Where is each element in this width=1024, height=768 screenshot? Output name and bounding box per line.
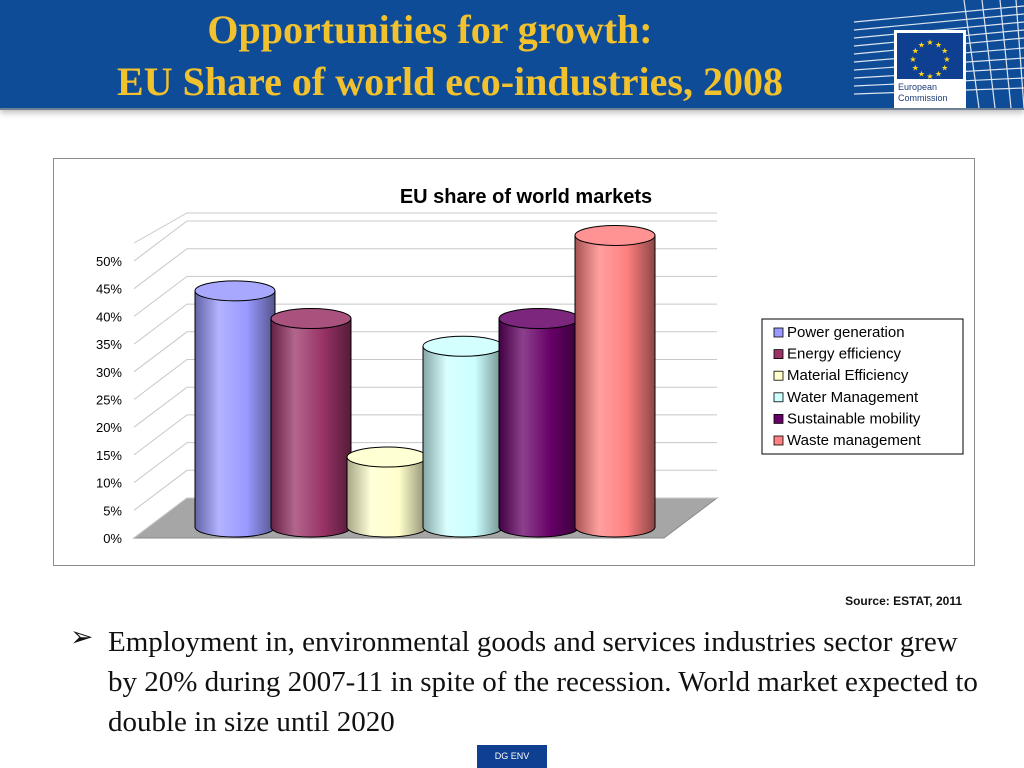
svg-text:★: ★ (941, 47, 948, 56)
eu-stars-icon: ★ ★★ ★★★ ★★★ ★★★ (909, 38, 950, 81)
bar-body (270, 318, 352, 538)
logo-text-line2: Commission (898, 93, 948, 103)
page-title-line2: EU Share of world eco-industries, 2008 (117, 59, 783, 104)
y-tick-label: 40% (96, 309, 122, 324)
legend-swatch (773, 370, 784, 381)
bar-top (498, 308, 580, 330)
bar-chart: EU share of world markets 0% 5% 10% 15% 20% 2… (96, 186, 964, 546)
legend-swatch (773, 435, 784, 446)
source-note: Source: ESTAT, 2011 (845, 594, 962, 608)
legend-swatch (773, 392, 784, 403)
y-tick-label: 35% (96, 337, 122, 352)
y-tick-label: 0% (103, 531, 122, 546)
bar-body (194, 290, 276, 538)
legend-swatch (773, 349, 784, 360)
legend-label: Power generation (787, 324, 905, 341)
bar-1 (194, 280, 276, 538)
legend-label: Sustainable mobility (787, 410, 921, 427)
bar-top (194, 280, 276, 302)
y-tick-label: 15% (96, 448, 122, 463)
chart-container: EU share of world markets 0% 5% 10% 15% 20% 2… (53, 158, 975, 566)
bar-5 (498, 308, 580, 538)
bar-top (574, 224, 656, 246)
header-banner: Opportunities for growth: EU Share of wo… (0, 0, 1024, 110)
bar-body (574, 234, 656, 538)
gridline (133, 303, 717, 345)
bar-6 (574, 224, 656, 538)
bar-top (346, 446, 428, 468)
european-commission-logo: ★ ★ ★ ★ ★ ★ ★ ★ ★ ★ ★ ★ European Commission (894, 30, 966, 108)
bar-2 (270, 308, 352, 538)
svg-text:★: ★ (912, 47, 919, 56)
gridline (133, 212, 717, 244)
y-tick-label: 20% (96, 420, 122, 435)
bullet-arrow-icon: ➢ (70, 621, 94, 652)
bar-top (422, 335, 504, 357)
bar-4 (422, 335, 504, 538)
y-tick-label: 10% (96, 476, 122, 491)
bar-body (498, 318, 580, 538)
svg-text:★: ★ (926, 38, 933, 47)
y-tick-label: 25% (96, 393, 122, 408)
bar-top (270, 308, 352, 330)
legend-label: Energy efficiency (787, 346, 901, 363)
gridline (133, 220, 717, 262)
bar-body (422, 345, 504, 538)
legend-label: Material Efficiency (787, 367, 909, 384)
svg-text:★: ★ (918, 70, 925, 79)
bar-3 (346, 446, 428, 538)
svg-text:★: ★ (926, 72, 933, 79)
svg-text:★: ★ (935, 40, 942, 49)
chart-title: EU share of world markets (400, 186, 652, 208)
svg-text:★: ★ (912, 64, 919, 73)
legend-label: Water Management (787, 389, 919, 406)
bullet-text: Employment in, environmental goods and s… (108, 626, 978, 738)
svg-text:★: ★ (943, 55, 950, 64)
legend-box (761, 318, 964, 455)
y-tick-label: 50% (96, 254, 122, 269)
bar-body (346, 456, 428, 538)
svg-text:★: ★ (941, 64, 948, 73)
page-title-line1: Opportunities for growth: (207, 7, 653, 52)
eu-flag-icon: ★ ★ ★ ★ ★ ★ ★ ★ ★ ★ ★ ★ (897, 33, 963, 81)
svg-text:★: ★ (918, 40, 925, 49)
y-tick-label: 45% (96, 282, 122, 297)
y-tick-label: 5% (103, 503, 122, 518)
gridline (133, 248, 717, 290)
footer-tag: DG ENV (477, 745, 547, 768)
logo-text-line1: European (898, 82, 938, 92)
gridline (133, 275, 717, 317)
y-tick-label: 30% (96, 365, 122, 380)
svg-text:★: ★ (909, 55, 916, 64)
legend-label: Waste management (787, 432, 922, 449)
legend-swatch (773, 413, 784, 424)
legend-swatch (773, 327, 784, 338)
svg-text:★: ★ (935, 70, 942, 79)
